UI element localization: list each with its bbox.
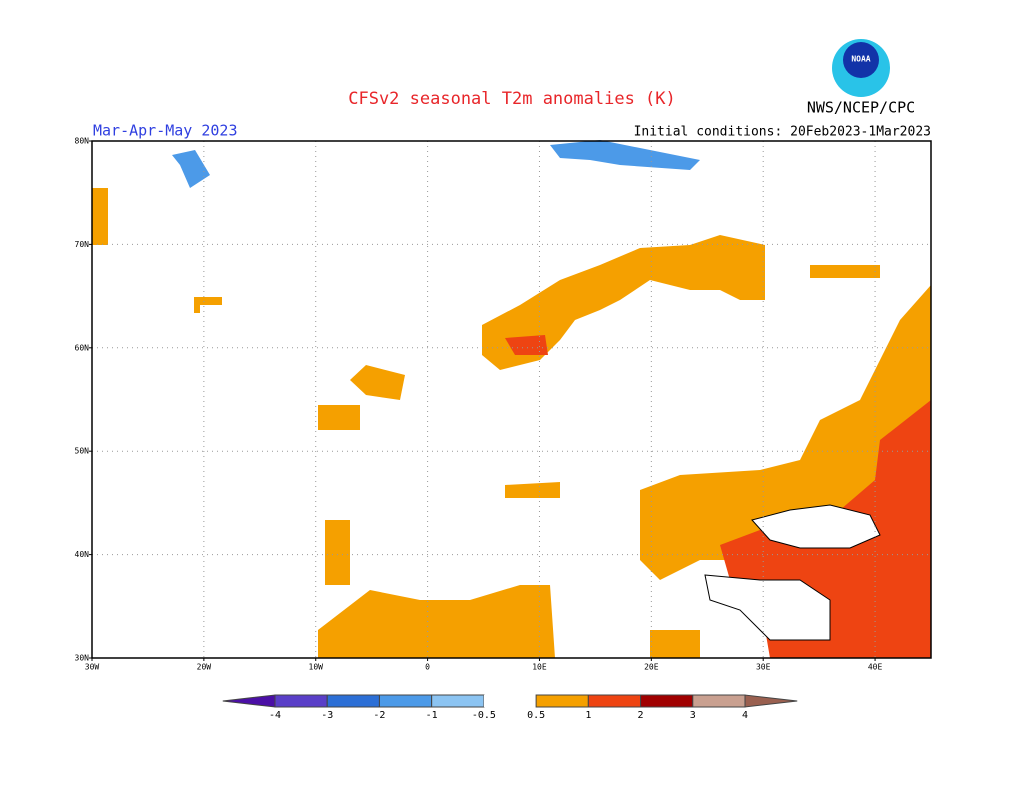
colorbar-segment: [640, 694, 694, 708]
colorbar-segment: [431, 694, 485, 708]
lon-tick-label: 20W: [197, 663, 212, 672]
initial-conditions: Initial conditions: 20Feb2023-1Mar2023: [634, 125, 931, 140]
map-frame: [91, 140, 932, 659]
colorbar-label: -0.5: [472, 710, 496, 721]
colorbar-segment: [692, 694, 746, 708]
anomaly-region: [318, 405, 360, 430]
lon-tick-label: 0: [425, 663, 430, 672]
colorbar-label: 3: [690, 710, 696, 721]
colorbar-label: 1: [585, 710, 591, 721]
anomaly-shading: [92, 140, 931, 658]
lon-tick-label: 30E: [756, 663, 771, 672]
colorbar-arrow: [222, 694, 276, 708]
title: CFSv2 seasonal T2m anomalies (K): [348, 89, 676, 109]
anomaly-region: [325, 520, 350, 585]
lat-tick-label: 80N: [75, 137, 90, 146]
lon-tick-label: 10E: [532, 663, 547, 672]
anomaly-region: [810, 265, 880, 278]
anomaly-region: [505, 482, 560, 498]
colorbar-label: -2: [373, 710, 385, 721]
agency: NWS/NCEP/CPC: [807, 99, 915, 117]
lon-tick-label: 20E: [644, 663, 659, 672]
anomaly-region: [505, 335, 548, 355]
logo-text: NOAA: [851, 55, 870, 64]
colorbar-arrow: [744, 694, 798, 708]
anomaly-region: [350, 365, 405, 400]
lat-tick-label: 30N: [75, 654, 90, 663]
map: 30N 40N 50N 60N 70N 80N 30W 20W 10W 0 10E 20E 30E 40E: [75, 137, 932, 672]
anomaly-region: [194, 297, 222, 313]
anomaly-region: [172, 150, 210, 188]
lat-tick-label: 70N: [75, 240, 90, 249]
anomaly-region: [550, 140, 700, 170]
colorbar-label: -3: [321, 710, 333, 721]
anomaly-region: [318, 585, 555, 658]
sea: [751, 504, 881, 549]
lat-tick-label: 40N: [75, 550, 90, 559]
logo-inner: [843, 42, 879, 78]
lon-tick-label: 10W: [309, 663, 324, 672]
colorbar-segment: [326, 694, 380, 708]
colorbar-segment: [274, 694, 328, 708]
lat-tick-label: 60N: [75, 343, 90, 352]
colorbar-segment: [535, 694, 589, 708]
colorbar-label: 4: [742, 710, 748, 721]
colorbar-segment: [378, 694, 433, 708]
colorbar-segment: [483, 695, 537, 707]
colorbar-label: 0.5: [527, 710, 545, 721]
anomaly-region: [482, 235, 765, 370]
season: Mar-Apr-May 2023: [93, 122, 238, 140]
land-outline: [704, 574, 831, 641]
anomaly-region: [650, 630, 700, 658]
colorbar: -4 -3 -2 -1 -0.5 0.5 1 2 3 4: [222, 694, 798, 721]
colorbar-label: -1: [426, 710, 438, 721]
colorbar-segment: [587, 694, 642, 708]
colorbar-label: 2: [638, 710, 644, 721]
anomaly-region: [92, 188, 108, 245]
lon-tick-label: 40E: [868, 663, 883, 672]
lat-tick-label: 50N: [75, 447, 90, 456]
lon-tick-label: 30W: [85, 663, 100, 672]
colorbar-label: -4: [269, 710, 281, 721]
